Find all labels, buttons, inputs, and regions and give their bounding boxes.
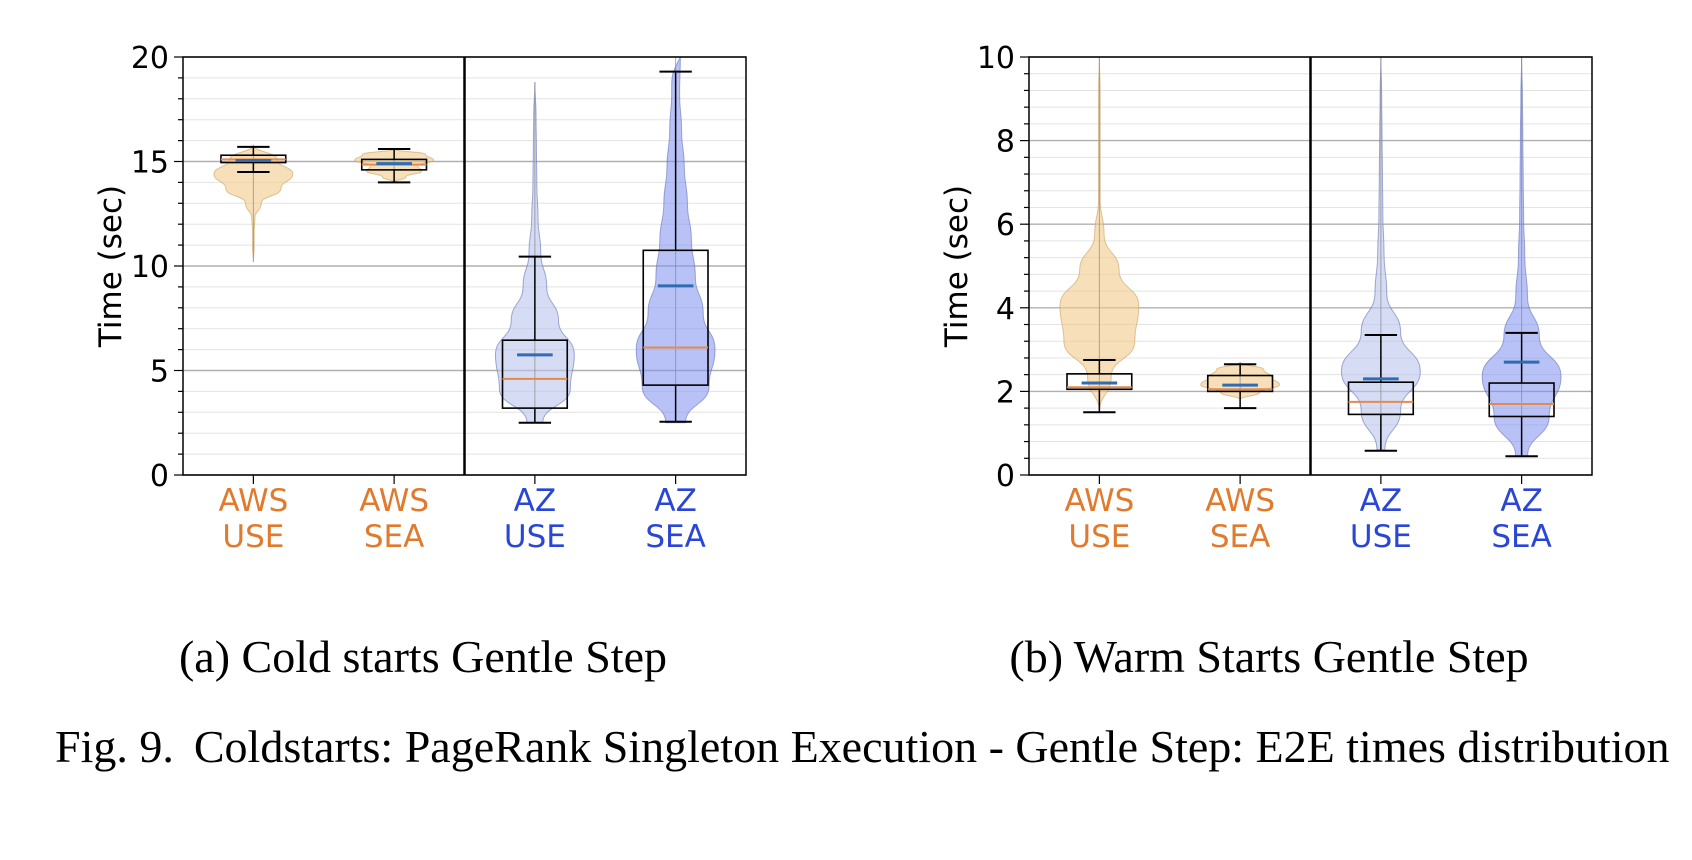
y-tick-label: 5 — [150, 355, 169, 390]
y-tick-label: 10 — [131, 250, 169, 285]
box — [1066, 373, 1133, 391]
x-tick-label-region: SEA — [645, 519, 705, 555]
violins — [1059, 57, 1562, 458]
y-tick-label: 10 — [977, 41, 1015, 76]
y-tick-label: 6 — [996, 208, 1015, 243]
x-tick-label-region: USE — [222, 519, 284, 555]
x-tick-label-provider: AWS — [1064, 483, 1134, 519]
box — [1488, 382, 1555, 418]
plot-frame — [1028, 56, 1593, 476]
violins — [213, 57, 716, 424]
x-tick-label-provider: AZ — [654, 483, 696, 519]
subcaption-b: (b) Warm Starts Gentle Step — [1009, 631, 1529, 682]
figure-caption: Fig. 9. Coldstarts: PageRank Singleton Ex… — [55, 720, 1670, 774]
y-tick-label: 15 — [131, 146, 169, 181]
x-tick-label-provider: AWS — [1205, 483, 1275, 519]
x-tick-label-region: USE — [1068, 519, 1130, 555]
x-tick-label-provider: AWS — [218, 483, 288, 519]
x-tick-label-region: SEA — [1210, 519, 1270, 555]
figure-label: Fig. 9. — [55, 721, 174, 772]
y-tick-label: 8 — [996, 125, 1015, 160]
box — [1206, 374, 1274, 393]
box — [642, 249, 709, 386]
y-tick-label: 20 — [131, 41, 169, 76]
x-tick-label-provider: AZ — [1500, 483, 1542, 519]
y-tick-label: 0 — [150, 459, 169, 494]
plot-frame — [182, 56, 747, 476]
y-axis-label: Time (sec) — [93, 185, 129, 348]
box — [1347, 381, 1415, 416]
y-tick-label: 4 — [996, 292, 1015, 327]
x-tick-label-region: SEA — [364, 519, 424, 555]
y-tick-label: 0 — [996, 459, 1015, 494]
x-tick-label-region: USE — [504, 519, 566, 555]
x-tick-label-region: SEA — [1491, 519, 1551, 555]
x-tick-label-provider: AZ — [1360, 483, 1402, 519]
figure-caption-text: Coldstarts: PageRank Singleton Execution… — [193, 721, 1670, 772]
x-tick-label-provider: AWS — [359, 483, 429, 519]
y-tick-label: 2 — [996, 375, 1015, 410]
y-axis-label: Time (sec) — [939, 185, 975, 348]
subcaption-a: (a) Cold starts Gentle Step — [178, 631, 667, 682]
x-tick-label-provider: AZ — [514, 483, 556, 519]
x-tick-label-region: USE — [1350, 519, 1412, 555]
box — [501, 339, 569, 409]
